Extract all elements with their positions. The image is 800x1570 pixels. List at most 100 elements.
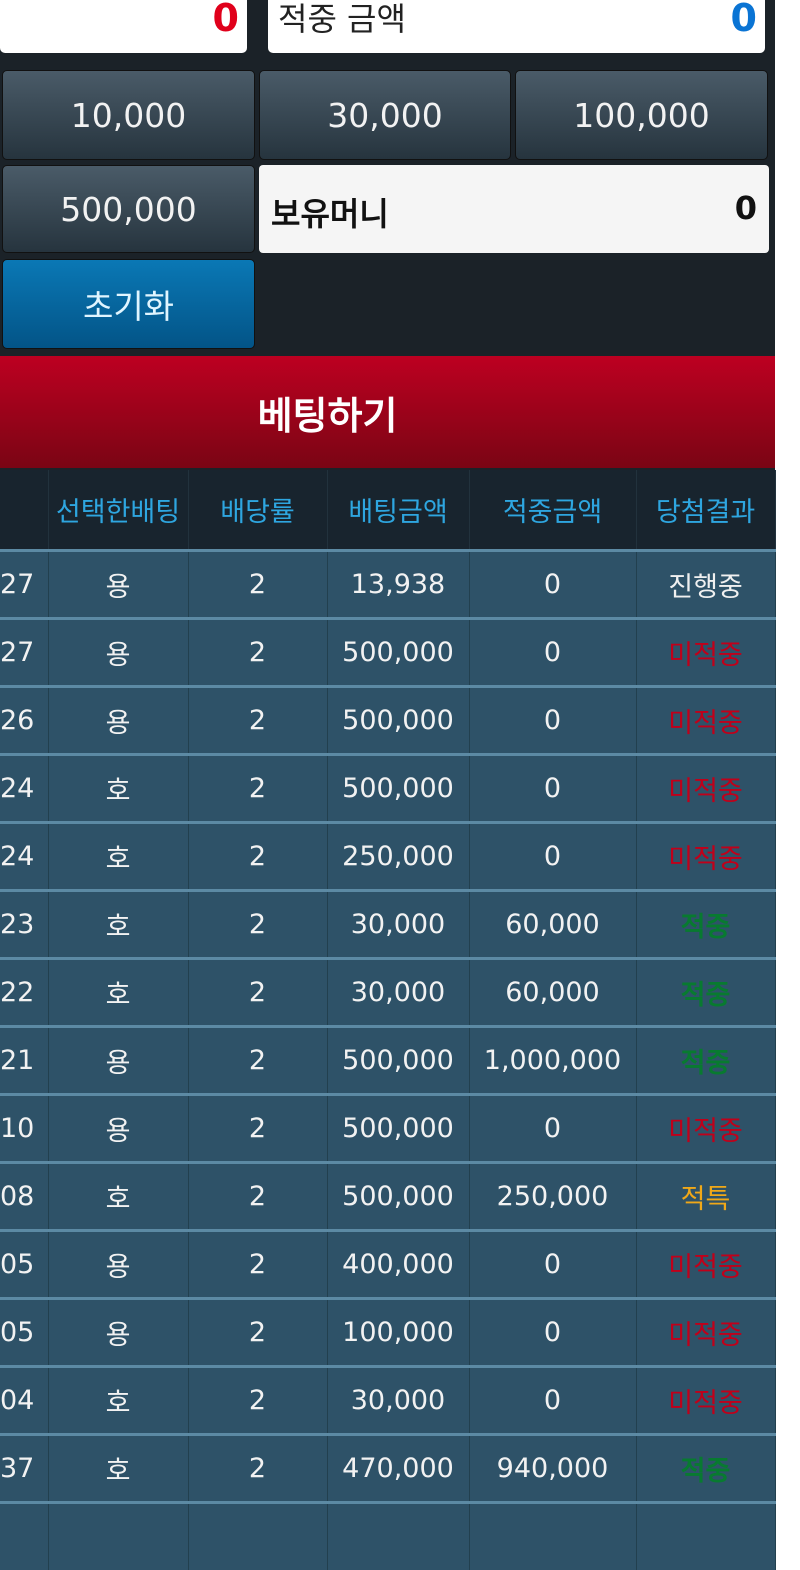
chip-button-10000[interactable]: 10,000 [2, 70, 255, 160]
odds-cell: 2 [188, 1160, 328, 1230]
selected-bet-cell: 용 [48, 1296, 189, 1366]
win-amount-cell: 60,000 [469, 888, 637, 958]
column-header: 당첨결과 [636, 470, 776, 551]
bet-amount-cell [327, 1500, 470, 1570]
selected-bet-cell: 호 [48, 1432, 189, 1502]
table-row: 05 용 2 100,000 0 미적중 [0, 1296, 776, 1366]
betting-panel: 0 적중 금액 0 10,000 30,000 100,000 500,000 … [0, 0, 775, 470]
bet-amount-cell: 30,000 [327, 888, 470, 958]
round-cell: 22 [0, 956, 49, 1026]
result-cell: 적특 [636, 1160, 776, 1230]
bet-amount-cell: 500,000 [327, 684, 470, 754]
odds-cell: 2 [188, 956, 328, 1026]
win-amount-cell: 0 [469, 1296, 637, 1366]
win-amount-cell: 940,000 [469, 1432, 637, 1502]
table-row: 37 호 2 470,000 940,000 적중 [0, 1432, 776, 1502]
result-cell: 미적중 [636, 1296, 776, 1366]
result-cell: 미적중 [636, 1364, 776, 1434]
odds-cell: 2 [188, 1228, 328, 1298]
round-cell: 26 [0, 684, 49, 754]
result-cell: 미적중 [636, 684, 776, 754]
table-row: 04 호 2 30,000 0 미적중 [0, 1364, 776, 1434]
round-cell: 04 [0, 1364, 49, 1434]
odds-cell: 2 [188, 616, 328, 686]
chip-button-500000[interactable]: 500,000 [2, 165, 255, 253]
bet-amount-cell: 500,000 [327, 1092, 470, 1162]
odds-cell: 2 [188, 820, 328, 890]
bet-amount-cell: 500,000 [327, 616, 470, 686]
selected-bet-cell: 용 [48, 548, 189, 618]
round-cell: 05 [0, 1296, 49, 1366]
win-amount-cell [469, 1500, 637, 1570]
holding-money-box: 보유머니 0 [259, 165, 769, 253]
selected-bet-cell: 용 [48, 1228, 189, 1298]
result-cell [636, 1500, 776, 1570]
column-header: 선택한배팅 [48, 470, 189, 551]
reset-button[interactable]: 초기화 [2, 259, 255, 349]
win-amount-label: 적중 금액 [278, 0, 406, 38]
win-amount-cell: 0 [469, 1228, 637, 1298]
win-amount-cell: 0 [469, 548, 637, 618]
table-row: 24 호 2 250,000 0 미적중 [0, 820, 776, 890]
round-cell [0, 1500, 49, 1570]
column-header: 적중금액 [469, 470, 637, 551]
result-cell: 미적중 [636, 1092, 776, 1162]
odds-cell: 2 [188, 1024, 328, 1094]
selected-bet-cell: 용 [48, 684, 189, 754]
column-header [0, 470, 49, 551]
chip-button-30000[interactable]: 30,000 [259, 70, 511, 160]
result-cell: 적중 [636, 956, 776, 1026]
table-row: 10 용 2 500,000 0 미적중 [0, 1092, 776, 1162]
column-header: 배팅금액 [327, 470, 470, 551]
bet-amount-cell: 30,000 [327, 1364, 470, 1434]
win-amount-cell: 0 [469, 616, 637, 686]
result-cell: 미적중 [636, 752, 776, 822]
odds-cell: 2 [188, 888, 328, 958]
place-bet-button[interactable]: 베팅하기 [0, 356, 775, 468]
result-cell: 미적중 [636, 1228, 776, 1298]
win-amount-cell: 0 [469, 684, 637, 754]
table-row: 27 용 2 13,938 0 진행중 [0, 548, 776, 618]
win-amount-cell: 0 [469, 1092, 637, 1162]
win-amount-box: 적중 금액 0 [268, 0, 765, 53]
table-row: 23 호 2 30,000 60,000 적중 [0, 888, 776, 958]
table-row: 08 호 2 500,000 250,000 적특 [0, 1160, 776, 1230]
win-amount-cell: 250,000 [469, 1160, 637, 1230]
table-row: 21 용 2 500,000 1,000,000 적중 [0, 1024, 776, 1094]
round-cell: 08 [0, 1160, 49, 1230]
result-cell: 미적중 [636, 820, 776, 890]
odds-cell: 2 [188, 1364, 328, 1434]
selected-bet-cell: 호 [48, 888, 189, 958]
table-row: 24 호 2 500,000 0 미적중 [0, 752, 776, 822]
win-amount-cell: 60,000 [469, 956, 637, 1026]
bet-amount-cell: 470,000 [327, 1432, 470, 1502]
bet-amount-cell: 500,000 [327, 752, 470, 822]
selected-bet-cell: 용 [48, 1092, 189, 1162]
round-cell: 27 [0, 616, 49, 686]
selected-bet-cell: 호 [48, 1364, 189, 1434]
round-cell: 24 [0, 820, 49, 890]
holding-money-label: 보유머니 [271, 195, 389, 233]
selected-bet-cell: 용 [48, 616, 189, 686]
win-amount-cell: 0 [469, 752, 637, 822]
bet-amount-cell: 400,000 [327, 1228, 470, 1298]
result-cell: 미적중 [636, 616, 776, 686]
result-cell: 적중 [636, 1432, 776, 1502]
bet-amount-cell: 13,938 [327, 548, 470, 618]
selected-bet-cell: 호 [48, 1160, 189, 1230]
selected-bet-cell: 용 [48, 1024, 189, 1094]
table-row: 05 용 2 400,000 0 미적중 [0, 1228, 776, 1298]
selected-bet-cell: 호 [48, 820, 189, 890]
chip-button-100000[interactable]: 100,000 [515, 70, 768, 160]
round-cell: 10 [0, 1092, 49, 1162]
odds-cell [188, 1500, 328, 1570]
odds-cell: 2 [188, 548, 328, 618]
odds-cell: 2 [188, 684, 328, 754]
win-amount-cell: 0 [469, 820, 637, 890]
bet-amount-cell: 250,000 [327, 820, 470, 890]
odds-cell: 2 [188, 1092, 328, 1162]
holding-money-value: 0 [734, 189, 757, 227]
result-cell: 진행중 [636, 548, 776, 618]
round-cell: 05 [0, 1228, 49, 1298]
table-row: 27 용 2 500,000 0 미적중 [0, 616, 776, 686]
